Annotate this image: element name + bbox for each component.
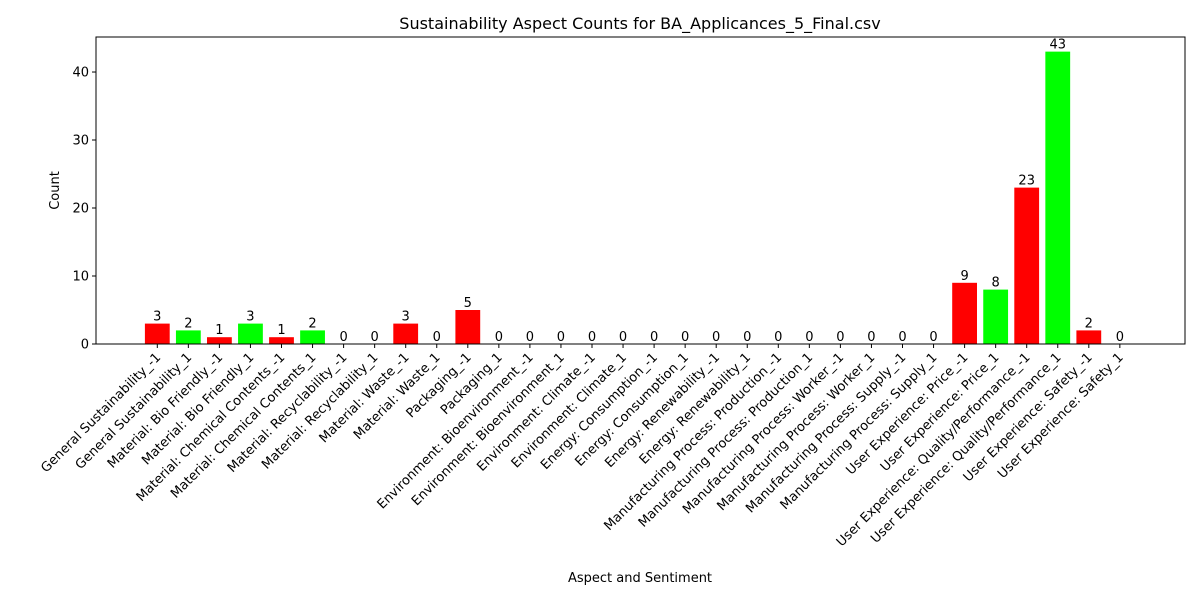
bar-value-label: 0 bbox=[898, 330, 906, 345]
bar bbox=[144, 323, 170, 344]
bar-value-label: 0 bbox=[433, 330, 441, 345]
bar-value-label: 23 bbox=[1018, 174, 1035, 189]
y-tick-label: 10 bbox=[72, 270, 89, 285]
bar-value-label: 0 bbox=[619, 330, 627, 345]
y-tick-label: 0 bbox=[81, 338, 89, 353]
chart-title: Sustainability Aspect Counts for BA_Appl… bbox=[399, 14, 880, 34]
bar-value-label: 1 bbox=[215, 323, 223, 338]
bar bbox=[207, 337, 232, 344]
bar-value-label: 0 bbox=[836, 330, 844, 345]
bar-value-label: 2 bbox=[1085, 316, 1093, 331]
y-axis: 0 10 20 30 40 bbox=[72, 66, 96, 353]
bar-value-label: 0 bbox=[650, 330, 658, 345]
bar-value-label: 0 bbox=[339, 330, 347, 345]
bar bbox=[1014, 187, 1040, 344]
y-axis-label: Count bbox=[48, 171, 63, 210]
bar-value-label: 0 bbox=[588, 330, 596, 345]
bar-value-label: 43 bbox=[1049, 38, 1066, 53]
bar bbox=[238, 323, 263, 344]
bar-value-label: 0 bbox=[1116, 330, 1124, 345]
bar-value-label: 0 bbox=[712, 330, 720, 345]
bar-value-label: 9 bbox=[960, 269, 968, 284]
value-labels-group: 3 2 1 3 1 2 0 0 3 0 5 0 0 0 0 0 0 0 0 0 0 0 0 0 0 0 9 8 23 43 2 0 bbox=[153, 38, 1124, 345]
bar-value-label: 2 bbox=[184, 316, 192, 331]
bar bbox=[269, 337, 294, 344]
bar-value-label: 3 bbox=[402, 310, 410, 325]
plot-frame bbox=[95, 36, 1186, 345]
bar-value-label: 0 bbox=[526, 330, 534, 345]
bar bbox=[952, 282, 977, 344]
bar-value-label: 0 bbox=[495, 330, 503, 345]
bar-value-label: 0 bbox=[557, 330, 565, 345]
bar bbox=[393, 323, 419, 344]
bar-value-label: 2 bbox=[308, 316, 316, 331]
bar-value-label: 8 bbox=[992, 276, 1000, 291]
bar-value-label: 0 bbox=[805, 330, 813, 345]
bar-value-label: 3 bbox=[246, 310, 254, 325]
bar-value-label: 3 bbox=[153, 310, 161, 325]
bar-value-label: 0 bbox=[681, 330, 689, 345]
bar bbox=[300, 330, 325, 344]
bar bbox=[1076, 330, 1102, 344]
bars-group bbox=[144, 51, 1102, 345]
bar bbox=[1045, 51, 1071, 345]
bar-value-label: 0 bbox=[929, 330, 937, 345]
bar-value-label: 0 bbox=[743, 330, 751, 345]
bar-value-label: 0 bbox=[867, 330, 875, 345]
bar-value-label: 0 bbox=[774, 330, 782, 345]
bar-value-label: 5 bbox=[464, 296, 472, 311]
y-tick-label: 20 bbox=[72, 202, 89, 217]
bar bbox=[983, 289, 1009, 344]
y-tick-label: 30 bbox=[72, 134, 89, 149]
x-axis-label: Aspect and Sentiment bbox=[568, 571, 712, 586]
bar-value-label: 0 bbox=[371, 330, 379, 345]
bar bbox=[175, 330, 201, 344]
bar bbox=[455, 310, 481, 344]
bar-value-label: 1 bbox=[277, 323, 285, 338]
y-tick-label: 40 bbox=[72, 66, 89, 81]
